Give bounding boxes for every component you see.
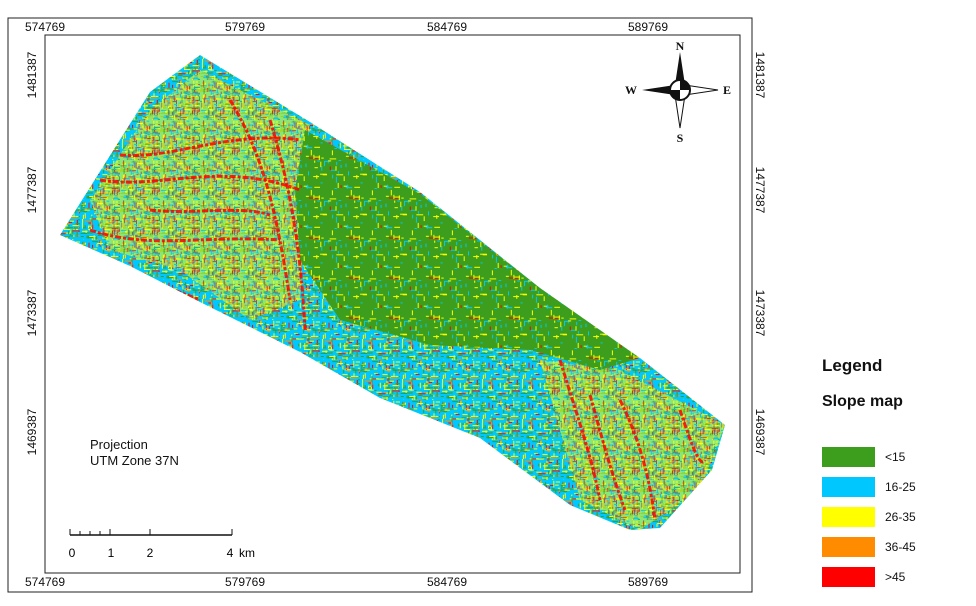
steep-streak bbox=[618, 399, 657, 521]
scale-unit: km bbox=[239, 546, 255, 560]
legend-swatch bbox=[822, 447, 875, 467]
x-coord-label: 579769 bbox=[225, 575, 265, 589]
steep-streak bbox=[149, 208, 271, 217]
scale-label: 1 bbox=[108, 546, 115, 560]
y-coord-label: 1477387 bbox=[25, 166, 39, 213]
x-coord-label: 579769 bbox=[225, 20, 265, 34]
x-coord-label: 589769 bbox=[628, 575, 668, 589]
raster-rough bbox=[540, 360, 725, 530]
x-coord-label: 574769 bbox=[25, 575, 65, 589]
legend-label: >45 bbox=[885, 570, 906, 584]
steep-streak bbox=[588, 394, 627, 511]
legend-swatch bbox=[822, 537, 875, 557]
x-coord-label: 574769 bbox=[25, 20, 65, 34]
legend-label: 26-35 bbox=[885, 510, 916, 524]
scale-label: 4 bbox=[227, 546, 234, 560]
steep-streak bbox=[678, 409, 707, 464]
raster-flat bbox=[295, 130, 640, 370]
outer-frame bbox=[7, 17, 753, 593]
compass-e: E bbox=[723, 83, 731, 97]
y-coord-label: 1481387 bbox=[25, 51, 39, 98]
legend-swatch bbox=[822, 567, 875, 587]
y-coord-label: 1473387 bbox=[753, 290, 767, 337]
legend: <15 16-25 26-35 36-45 >45 bbox=[822, 447, 916, 587]
north-arrow: N S E W bbox=[625, 39, 731, 145]
raster-rough bbox=[90, 70, 310, 320]
compass-s: S bbox=[677, 131, 684, 145]
steep-streak bbox=[89, 228, 281, 243]
legend-label: <15 bbox=[885, 450, 906, 464]
y-coord-label: 1473387 bbox=[25, 289, 39, 336]
legend-swatch bbox=[822, 477, 875, 497]
legend-label: 36-45 bbox=[885, 540, 916, 554]
legend-label: 16-25 bbox=[885, 480, 916, 494]
scale-bar: 0 1 2 4 km bbox=[69, 529, 255, 560]
legend-swatch bbox=[822, 507, 875, 527]
x-coord-label: 584769 bbox=[427, 20, 467, 34]
compass-ring bbox=[670, 80, 690, 100]
y-coord-label: 1477387 bbox=[753, 167, 767, 214]
steep-streak bbox=[558, 359, 602, 501]
x-coord-label: 584769 bbox=[427, 575, 467, 589]
projection-value: UTM Zone 37N bbox=[90, 453, 179, 468]
y-coord-label: 1481387 bbox=[753, 52, 767, 99]
steep-streak bbox=[119, 136, 301, 158]
y-coord-label: 1469387 bbox=[753, 409, 767, 456]
scale-label: 2 bbox=[147, 546, 154, 560]
projection-label: Projection bbox=[90, 437, 148, 452]
steep-streak bbox=[268, 119, 307, 331]
scale-label: 0 bbox=[69, 546, 76, 560]
steep-streak bbox=[99, 174, 301, 192]
legend-title: Legend bbox=[822, 356, 882, 375]
x-coord-label: 589769 bbox=[628, 20, 668, 34]
y-coord-label: 1469387 bbox=[25, 408, 39, 455]
compass-w: W bbox=[625, 83, 637, 97]
compass-n: N bbox=[676, 39, 685, 53]
steep-streak bbox=[228, 99, 292, 301]
legend-subtitle: Slope map bbox=[822, 393, 903, 410]
